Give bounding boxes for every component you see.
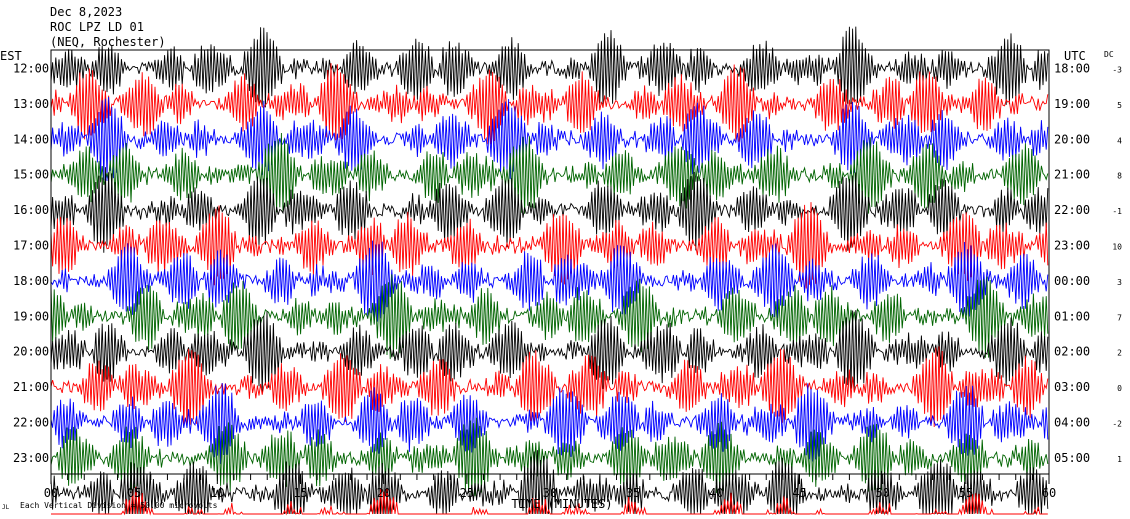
x-tick-label: 40 — [709, 486, 723, 500]
seismic-traces — [50, 26, 1049, 516]
x-tick-label: 45 — [792, 486, 806, 500]
trace-line — [50, 63, 1049, 145]
x-tick-label: 10 — [210, 486, 224, 500]
trace-line — [50, 26, 1049, 108]
x-tick-label: 15 — [293, 486, 307, 500]
x-tick-label: 35 — [626, 486, 640, 500]
row-labels: 12:00 18:00 -3 13:00 19:00 5 14:00 20:00 4 15:00 2… — [13, 62, 1122, 465]
est-hour-label: 17:00 — [13, 239, 49, 253]
utc-hour-label: 21:00 — [1054, 168, 1090, 182]
x-tick-label: 50 — [875, 486, 889, 500]
vertical-division-note: Each Vertical Division = 50.00 microvolt… — [20, 501, 218, 510]
utc-hour-label: 05:00 — [1054, 451, 1090, 465]
dc-offset-label: 0 — [1117, 384, 1122, 393]
left-timezone-label: EST — [0, 49, 22, 63]
est-hour-label: 20:00 — [13, 345, 49, 359]
title-date: Dec 8,2023 — [50, 5, 122, 19]
trace-line — [50, 450, 1049, 515]
footer-logo: JL — [2, 504, 10, 511]
utc-hour-label: 20:00 — [1054, 132, 1090, 146]
x-tick-label: 30 — [543, 486, 557, 500]
utc-hour-label: 02:00 — [1054, 345, 1090, 359]
dc-offset-label: -1 — [1112, 207, 1122, 216]
est-hour-label: 21:00 — [13, 380, 49, 394]
est-hour-label: 12:00 — [13, 62, 49, 76]
trace-line — [50, 167, 1049, 253]
dc-offset-label: 1 — [1117, 455, 1122, 464]
utc-hour-label: 23:00 — [1054, 239, 1090, 253]
est-hour-label: 22:00 — [13, 416, 49, 430]
est-hour-label: 13:00 — [13, 97, 49, 111]
dc-offset-label: 2 — [1117, 349, 1122, 358]
x-tick-label: 00 — [44, 486, 58, 500]
title-station: ROC LPZ LD 01 — [50, 20, 144, 34]
trace-line — [51, 486, 1048, 516]
utc-hour-label: 04:00 — [1054, 416, 1090, 430]
x-axis-label: TIME (MINUTES) — [511, 497, 612, 511]
dc-offset-label: -3 — [1112, 66, 1122, 75]
utc-hour-label: 18:00 — [1054, 62, 1090, 76]
x-axis-ticks: 00 05 10 15 20 25 30 35 40 45 50 55 60 — [44, 474, 1056, 500]
x-tick-label: 60 — [1042, 486, 1056, 500]
utc-hour-label: 22:00 — [1054, 203, 1090, 217]
dc-offset-label: 7 — [1117, 313, 1122, 322]
dc-offset-label: 8 — [1117, 172, 1122, 181]
x-tick-label: 20 — [376, 486, 390, 500]
utc-hour-label: 19:00 — [1054, 97, 1090, 111]
utc-hour-label: 03:00 — [1054, 380, 1090, 394]
dc-offset-label: -2 — [1112, 420, 1122, 429]
title-location: (NEQ, Rochester) — [50, 35, 166, 49]
x-tick-label: 25 — [460, 486, 474, 500]
trace-line — [50, 96, 1049, 181]
trace-line — [50, 240, 1049, 324]
trace-line — [50, 132, 1049, 214]
right-timezone-label: UTC — [1064, 49, 1086, 63]
dc-header-label: DC — [1104, 50, 1114, 59]
trace-line — [50, 382, 1049, 465]
utc-hour-label: 00:00 — [1054, 274, 1090, 288]
trace-line — [50, 310, 1049, 394]
trace-line — [50, 346, 1049, 428]
x-tick-label: 05 — [127, 486, 141, 500]
dc-offset-label: 10 — [1112, 243, 1122, 252]
trace-line — [50, 274, 1049, 360]
est-hour-label: 18:00 — [13, 274, 49, 288]
dc-offset-label: 5 — [1117, 101, 1122, 110]
est-hour-label: 23:00 — [13, 451, 49, 465]
est-hour-label: 19:00 — [13, 309, 49, 323]
utc-hour-label: 01:00 — [1054, 309, 1090, 323]
x-tick-label: 55 — [959, 486, 973, 500]
est-hour-label: 16:00 — [13, 203, 49, 217]
est-hour-label: 14:00 — [13, 132, 49, 146]
dc-offset-label: 3 — [1117, 278, 1122, 287]
dc-offset-label: 4 — [1117, 136, 1122, 145]
est-hour-label: 15:00 — [13, 168, 49, 182]
